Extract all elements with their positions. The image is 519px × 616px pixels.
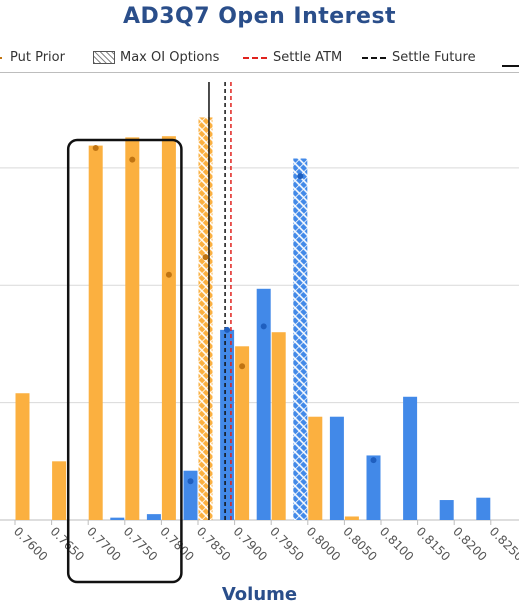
legend-put-prior[interactable]: Put Prior (0, 50, 65, 65)
call-bar (110, 517, 125, 520)
call-prior-dot (370, 457, 377, 464)
legend-extra-line[interactable] (502, 58, 519, 73)
call-bar (183, 470, 198, 520)
x-tick-label: 0.7800 (157, 524, 197, 564)
x-axis-label: Volume (221, 584, 298, 605)
legend-max-oi-swatch (93, 51, 115, 64)
x-tick-label: 0.7900 (230, 524, 270, 564)
put-bar (52, 461, 67, 520)
x-tick-label: 0.8100 (377, 524, 417, 564)
call-bar (439, 500, 454, 520)
chart-title: AD3Q7 Open Interest (122, 4, 397, 29)
x-tick-label: 0.7600 (11, 524, 51, 564)
legend-put-prior-marker (0, 56, 2, 59)
put-bar (344, 516, 359, 520)
legend-settle-future[interactable]: Settle Future (362, 50, 476, 65)
legend-settle-atm-label: Settle ATM (273, 50, 343, 65)
call-prior-dot (224, 326, 231, 333)
x-tick-label: 0.8150 (413, 524, 453, 564)
legend-put-prior-label: Put Prior (10, 50, 65, 65)
legend-separator (0, 72, 519, 73)
put-bar (235, 346, 250, 520)
call-prior-dot (297, 173, 304, 180)
x-tick-label: 0.8200 (450, 524, 490, 564)
call-bar (329, 416, 344, 520)
call-bar (403, 396, 418, 520)
put-bar (88, 145, 103, 521)
call-prior-dot (187, 478, 194, 485)
legend-settle-atm-line (243, 56, 267, 59)
x-tick-label: 0.8250 (487, 524, 519, 564)
legend-settle-future-label: Settle Future (392, 50, 476, 65)
x-tick-label: 0.7850 (194, 524, 234, 564)
x-tick-label: 0.8000 (304, 524, 344, 564)
put-bar (161, 136, 176, 520)
put-bar (271, 332, 286, 520)
put-bar (308, 416, 323, 520)
call-bar (146, 514, 161, 520)
call-bar (256, 288, 271, 520)
legend-settle-future-line (362, 56, 386, 59)
chart-legend: Put Prior Max OI Options Settle ATM Sett… (0, 46, 519, 72)
call-bar (293, 158, 308, 521)
put-bar (125, 137, 140, 520)
put-prior-dot (92, 144, 99, 151)
put-prior-dot (165, 271, 172, 278)
call-bar (366, 455, 381, 520)
call-bar (220, 329, 235, 520)
put-bar (15, 393, 30, 520)
put-prior-dot (202, 254, 209, 261)
x-tick-label: 0.7750 (121, 524, 161, 564)
legend-max-oi[interactable]: Max OI Options (93, 50, 219, 65)
x-tick-label: 0.8050 (340, 524, 380, 564)
legend-settle-atm[interactable]: Settle ATM (243, 50, 342, 65)
legend-max-oi-label: Max OI Options (120, 50, 220, 65)
x-tick-label: 0.7700 (84, 524, 124, 564)
put-bar (198, 117, 213, 520)
put-prior-dot (129, 156, 136, 163)
legend-extra-line-swatch (502, 64, 519, 67)
put-prior-dot (239, 363, 246, 370)
call-bar (476, 497, 491, 520)
highlight-box (66, 138, 183, 584)
call-prior-dot (260, 323, 267, 330)
x-tick-label: 0.7950 (267, 524, 307, 564)
